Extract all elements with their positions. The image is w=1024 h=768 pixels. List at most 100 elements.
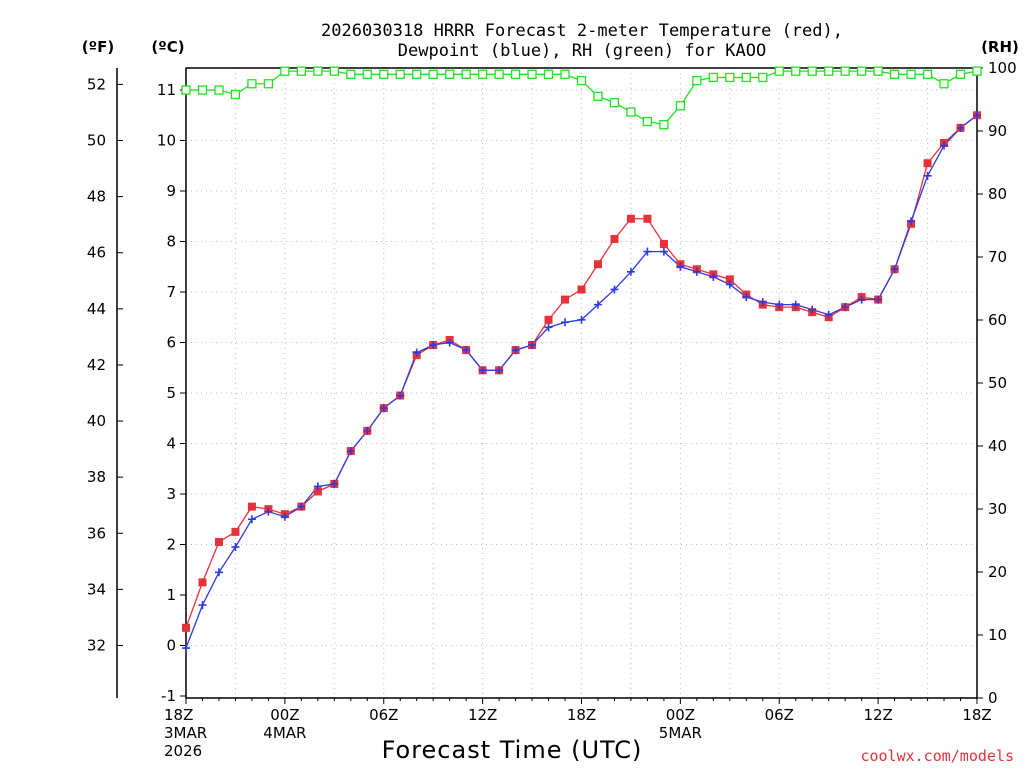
rh-point <box>939 79 949 89</box>
rh-point <box>791 66 801 76</box>
celsius-tick-label: 1 <box>166 586 176 604</box>
celsius-tick-label: 7 <box>166 283 176 301</box>
dewpoint-point <box>626 267 635 276</box>
temperature-point <box>214 537 223 546</box>
dewpoint-point <box>231 543 240 552</box>
celsius-tick-label: 9 <box>166 182 176 200</box>
time-tick-label: 00Z <box>666 706 695 724</box>
celsius-tick-label: 5 <box>166 384 176 402</box>
dewpoint-point <box>610 285 619 294</box>
dewpoint-point <box>528 341 537 350</box>
celsius-tick-label: 8 <box>166 233 176 251</box>
dewpoint-point <box>824 310 833 319</box>
temperature-point <box>313 487 322 496</box>
dewpoint-point <box>742 293 751 302</box>
fahrenheit-tick-label: 38 <box>87 468 106 486</box>
x-axis-label: Forecast Time (UTC) <box>382 736 643 764</box>
rh-tick-label: 50 <box>988 374 1007 392</box>
celsius-tick-label: -1 <box>161 687 176 705</box>
temperature-point <box>593 260 602 269</box>
chart-title-line2: Dewpoint (blue), RH (green) for KAOO <box>398 41 766 61</box>
dewpoint-point <box>280 512 289 521</box>
dewpoint-point <box>511 346 520 355</box>
dewpoint-point <box>676 262 685 271</box>
rh-point <box>379 69 389 79</box>
dewpoint-point <box>182 644 190 653</box>
temperature-point <box>198 578 207 587</box>
dewpoint-point <box>692 267 701 276</box>
rh-point <box>576 75 587 86</box>
rh-tick-label: 0 <box>988 689 998 707</box>
rh-point <box>412 69 422 79</box>
rh-point <box>494 69 504 79</box>
rh-point <box>856 66 867 76</box>
rh-point <box>675 101 686 111</box>
rh-point <box>725 72 735 83</box>
fahrenheit-tick-label: 50 <box>87 132 106 150</box>
rh-point <box>972 66 982 76</box>
temperature-point <box>182 623 190 632</box>
fahrenheit-tick-label: 42 <box>87 356 106 374</box>
temperature-point <box>610 234 619 243</box>
dewpoint-point <box>890 265 899 274</box>
rh-point <box>840 66 850 76</box>
temperature-point <box>659 240 668 249</box>
rh-point <box>906 69 916 79</box>
temperature-point <box>626 214 635 223</box>
fahrenheit-tick-label: 40 <box>87 412 106 430</box>
dewpoint-point <box>396 391 405 400</box>
dewpoint-point <box>907 217 916 226</box>
rh-point <box>346 69 356 79</box>
fahrenheit-unit-label: (ºF) <box>82 38 114 56</box>
dewpoint-point <box>330 479 339 488</box>
dewpoint-point <box>940 141 949 150</box>
rh-point <box>708 72 718 83</box>
dewpoint-point <box>874 295 883 304</box>
temperature-point <box>577 285 586 294</box>
rh-tick-label: 90 <box>988 122 1007 140</box>
dewpoint-point <box>313 482 322 491</box>
rh-tick-label: 70 <box>988 248 1007 266</box>
temperature-point <box>561 295 570 304</box>
rh-point <box>626 107 636 117</box>
rh-point <box>362 69 372 79</box>
time-tick-label: 00Z <box>270 706 299 724</box>
dewpoint-point <box>346 447 355 456</box>
time-tick-label: 18Z <box>567 706 596 724</box>
rh-point <box>461 69 471 79</box>
time-tick-label: 4MAR <box>263 724 306 742</box>
rh-point <box>659 120 669 130</box>
rh-point <box>230 89 241 100</box>
rh-point <box>214 85 224 95</box>
dewpoint-point <box>247 515 256 524</box>
dewpoint-point <box>363 426 372 435</box>
dewpoint-point <box>923 171 932 180</box>
time-tick-label: 06Z <box>369 706 398 724</box>
rh-point <box>824 66 834 76</box>
rh-tick-label: 30 <box>988 500 1007 518</box>
rh-point <box>642 116 653 127</box>
celsius-tick-label: 2 <box>166 536 176 554</box>
dewpoint-point <box>791 300 800 309</box>
fahrenheit-tick-label: 44 <box>87 300 106 318</box>
dewpoint-point <box>198 601 207 610</box>
temperature-point <box>231 527 240 536</box>
rh-unit-label: (RH) <box>981 38 1019 56</box>
dewpoint-point <box>857 295 866 304</box>
rh-point <box>692 75 702 86</box>
celsius-tick-label: 11 <box>157 81 176 99</box>
time-tick-label: 18Z <box>962 706 991 724</box>
fahrenheit-tick-label: 46 <box>87 244 106 262</box>
rh-point <box>758 72 768 83</box>
rh-point <box>609 98 620 108</box>
celsius-tick-label: 3 <box>166 485 176 503</box>
celsius-tick-label: 6 <box>166 334 176 352</box>
celsius-tick-label: 10 <box>157 132 176 150</box>
dewpoint-point <box>956 123 965 132</box>
dewpoint-point <box>561 318 570 327</box>
rh-point <box>313 66 323 76</box>
celsius-tick-label: 0 <box>166 637 176 655</box>
rh-point <box>741 72 751 83</box>
fahrenheit-tick-label: 52 <box>87 75 106 93</box>
